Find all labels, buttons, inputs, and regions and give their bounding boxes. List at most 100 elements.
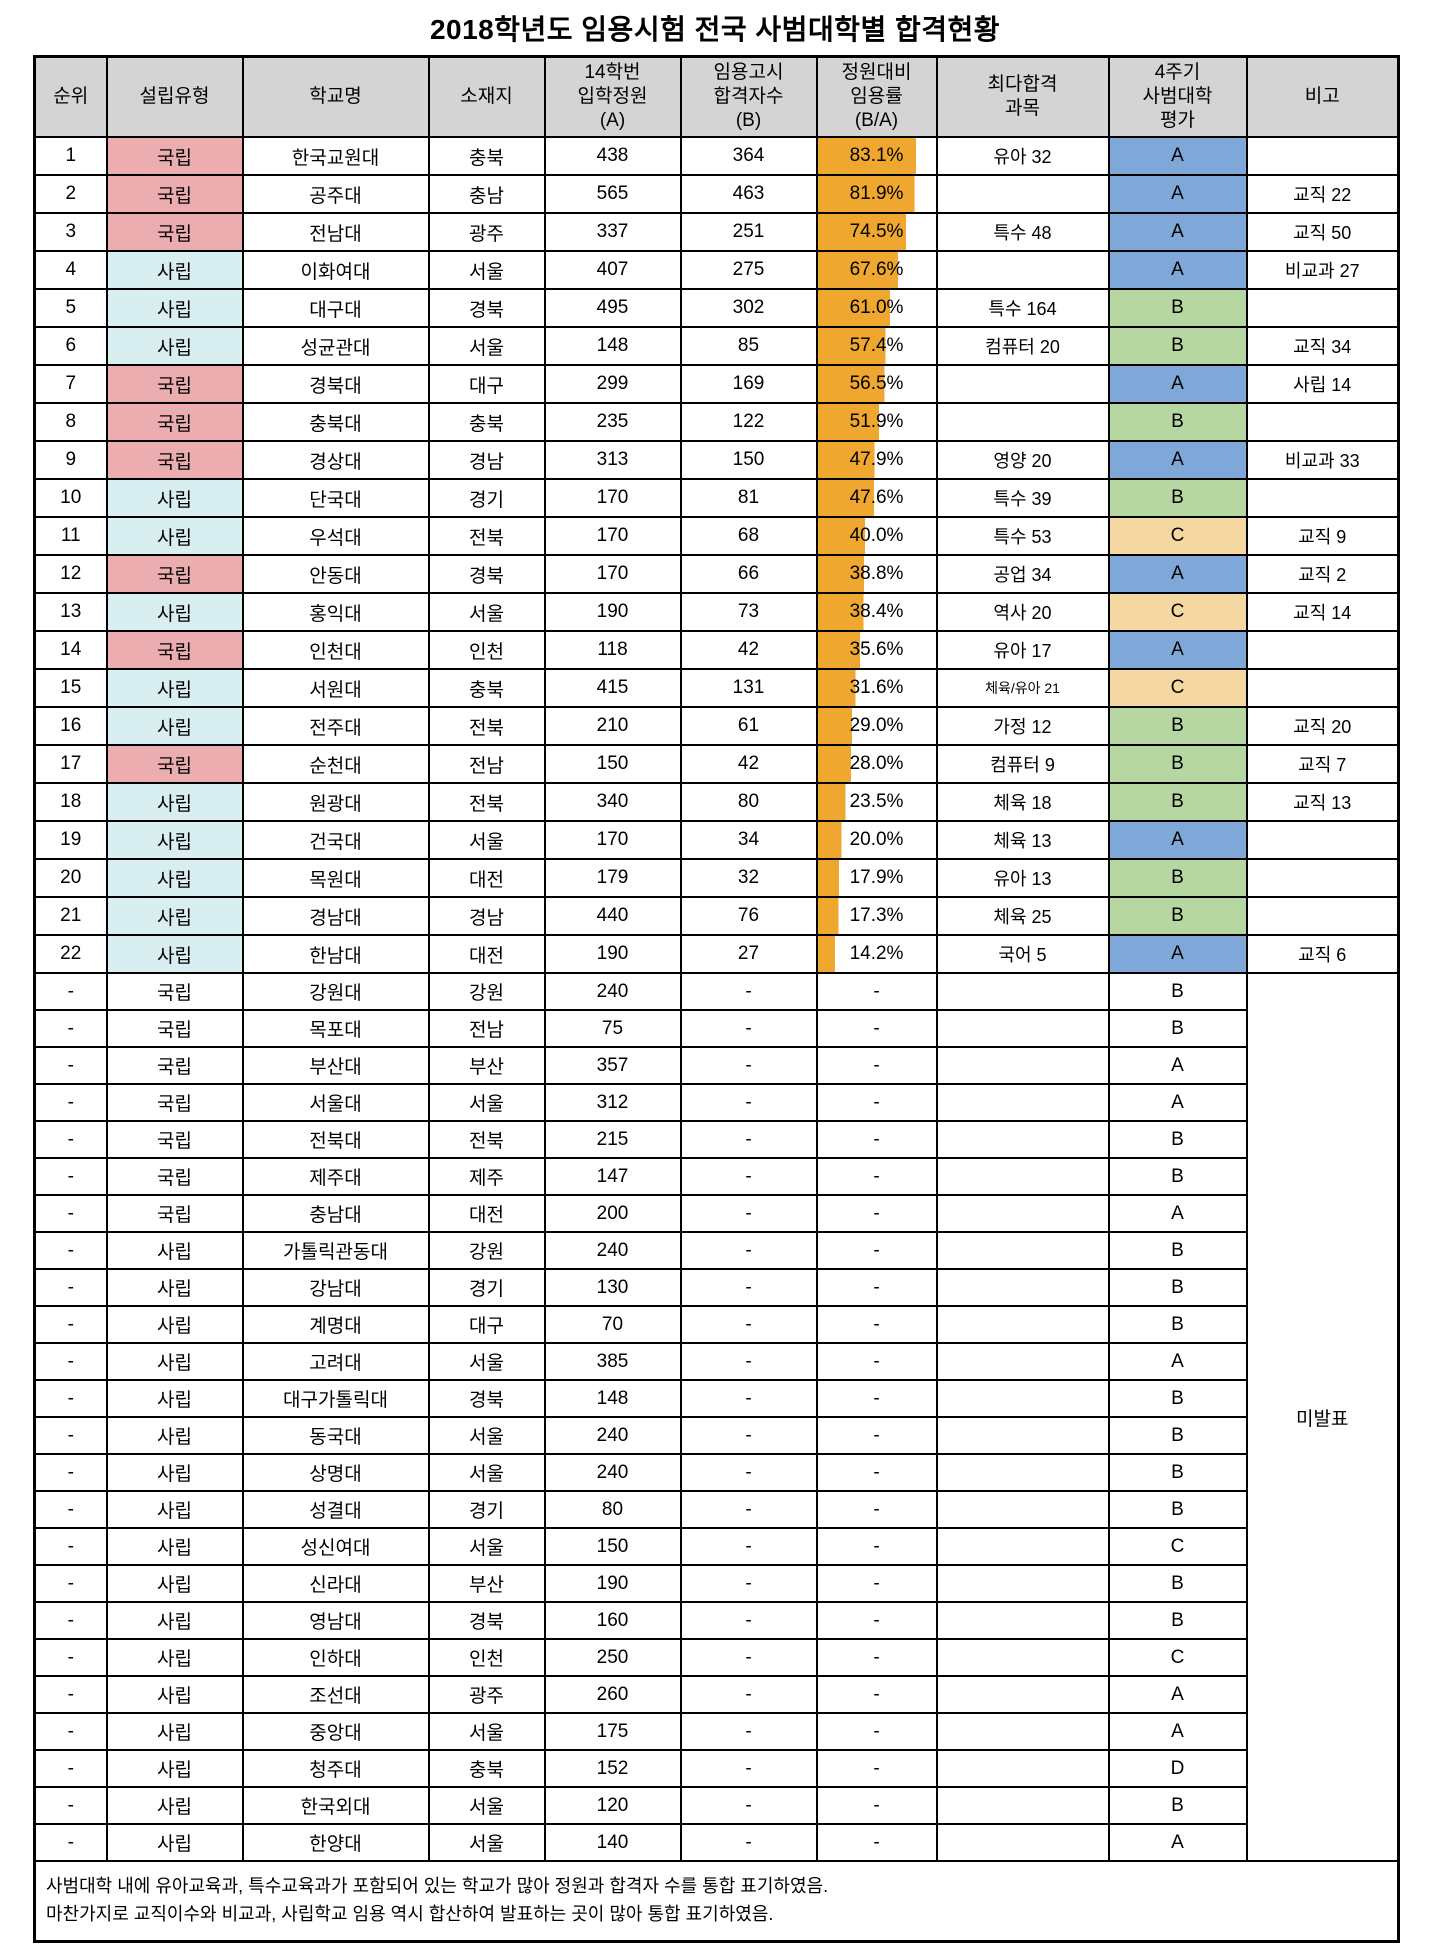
type-cell: 사립 <box>105 1564 244 1603</box>
region-cell: 전북 <box>427 1120 546 1159</box>
table-row: - 사립 중앙대 서울 175- - A <box>33 1712 1399 1751</box>
quota-cell: 150 <box>543 744 682 784</box>
table-row: - 사립 조선대 광주 260- - A <box>33 1675 1399 1714</box>
rank-cell: 17 <box>33 744 108 784</box>
grade-cell: B <box>1107 782 1248 822</box>
type-cell: 국립 <box>105 1194 244 1233</box>
subject-cell <box>935 1823 1110 1862</box>
school-cell: 목포대 <box>241 1009 430 1048</box>
quota-cell: 160 <box>543 1601 682 1640</box>
passers-cell: 68 <box>679 516 818 556</box>
table-row: 4 사립 이화여대 서울 407 275 67.6% A 비교과 27 <box>33 250 1400 290</box>
region-cell: 인천 <box>427 630 546 670</box>
school-cell: 안동대 <box>241 554 430 594</box>
quota-cell: 175 <box>543 1712 682 1751</box>
rate-cell: 31.6% <box>815 668 938 708</box>
quota-cell: 75 <box>543 1009 682 1048</box>
grade-cell: B <box>1107 858 1248 898</box>
type-cell: 국립 <box>105 1009 244 1048</box>
footnote-row: 사범대학 내에 유아교육과, 특수교육과가 포함되어 있는 학교가 많아 정원과… <box>33 1860 1400 1943</box>
passers-cell: 275 <box>679 250 818 290</box>
table-row: 6 사립 성균관대 서울 148 85 57.4% 컴퓨터 20 B 교직 34 <box>33 326 1400 366</box>
subject-cell <box>935 364 1110 404</box>
passers-cell: - <box>679 1490 818 1529</box>
type-cell: 사립 <box>105 896 244 936</box>
table-row: - 사립 성결대 경기 80- - B <box>33 1490 1399 1529</box>
grade-cell: A <box>1107 630 1248 670</box>
passers-cell: - <box>679 1786 818 1825</box>
table-row: - 사립 한양대 서울 140- - A <box>33 1823 1399 1862</box>
note-cell: 교직 50 <box>1245 212 1400 252</box>
grade-cell: B <box>1107 326 1248 366</box>
rate-cell: - <box>815 972 938 1011</box>
grade-cell: B <box>1107 288 1248 328</box>
school-cell: 조선대 <box>241 1675 430 1714</box>
quota-cell: 190 <box>543 1564 682 1603</box>
table-row: - 사립 대구가톨릭대 경북 148- - B <box>33 1379 1399 1418</box>
grade-cell: B <box>1107 1009 1248 1048</box>
rank-cell: - <box>33 1490 108 1529</box>
grade-cell: B <box>1107 1786 1248 1825</box>
table-row: 9 국립 경상대 경남 313 150 47.9% 영양 20 A 비교과 33 <box>33 440 1400 480</box>
note-cell: 비교과 27 <box>1245 250 1400 290</box>
rank-cell: - <box>33 1712 108 1751</box>
column-header-0: 순위 <box>33 55 108 138</box>
school-cell: 성신여대 <box>241 1527 430 1566</box>
grade-cell: B <box>1107 744 1248 784</box>
grade-cell: D <box>1107 1749 1248 1788</box>
subject-cell: 특수 39 <box>935 478 1110 518</box>
rank-cell: - <box>33 1675 108 1714</box>
passers-cell: - <box>679 972 818 1011</box>
quota-cell: 170 <box>543 478 682 518</box>
grade-cell: B <box>1107 1120 1248 1159</box>
subject-cell: 특수 164 <box>935 288 1110 328</box>
school-cell: 한국외대 <box>241 1786 430 1825</box>
region-cell: 서울 <box>427 326 546 366</box>
table-row: 3 국립 전남대 광주 337 251 74.5% 특수 48 A 교직 50 <box>33 212 1400 252</box>
rank-cell: - <box>33 1416 108 1455</box>
region-cell: 경기 <box>427 478 546 518</box>
rank-cell: 22 <box>33 934 108 974</box>
quota-cell: 118 <box>543 630 682 670</box>
school-cell: 대구가톨릭대 <box>241 1379 430 1418</box>
table-row: 21 사립 경남대 경남 440 76 17.3% 체육 25 B <box>33 896 1400 936</box>
subject-cell: 체육 18 <box>935 782 1110 822</box>
subject-cell <box>935 1379 1110 1418</box>
region-cell: 강원 <box>427 1231 546 1270</box>
rate-cell: 83.1% <box>815 136 938 176</box>
region-cell: 서울 <box>427 820 546 860</box>
passers-cell: 42 <box>679 630 818 670</box>
quota-cell: 170 <box>543 516 682 556</box>
table-row: - 사립 인하대 인천 250- - C <box>33 1638 1399 1677</box>
rate-cell: 81.9% <box>815 174 938 214</box>
region-cell: 대구 <box>427 1305 546 1344</box>
rate-cell: - <box>815 1046 938 1085</box>
quota-cell: 313 <box>543 440 682 480</box>
grade-cell: A <box>1107 1712 1248 1751</box>
note-cell: 사립 14 <box>1245 364 1400 404</box>
region-cell: 경남 <box>427 896 546 936</box>
region-cell: 충북 <box>427 668 546 708</box>
school-cell: 청주대 <box>241 1749 430 1788</box>
note-cell <box>1245 478 1400 518</box>
note-cell <box>1245 402 1400 442</box>
rank-cell: - <box>33 1823 108 1862</box>
rate-cell: - <box>815 1157 938 1196</box>
rank-cell: 14 <box>33 630 108 670</box>
subject-cell <box>935 1416 1110 1455</box>
grade-cell: B <box>1107 706 1248 746</box>
table-row: 15 사립 서원대 충북 415 131 31.6% 체육/유아 21 C <box>33 668 1400 708</box>
rank-cell: 6 <box>33 326 108 366</box>
quota-cell: 152 <box>543 1749 682 1788</box>
school-cell: 고려대 <box>241 1342 430 1381</box>
grade-cell: A <box>1107 1046 1248 1085</box>
rate-cell: 56.5% <box>815 364 938 404</box>
region-cell: 서울 <box>427 1083 546 1122</box>
grade-cell: B <box>1107 1379 1248 1418</box>
rate-cell: 17.9% <box>815 858 938 898</box>
note-cell: 교직 7 <box>1245 744 1400 784</box>
type-cell: 사립 <box>105 516 244 556</box>
passers-cell: 85 <box>679 326 818 366</box>
type-cell: 사립 <box>105 668 244 708</box>
